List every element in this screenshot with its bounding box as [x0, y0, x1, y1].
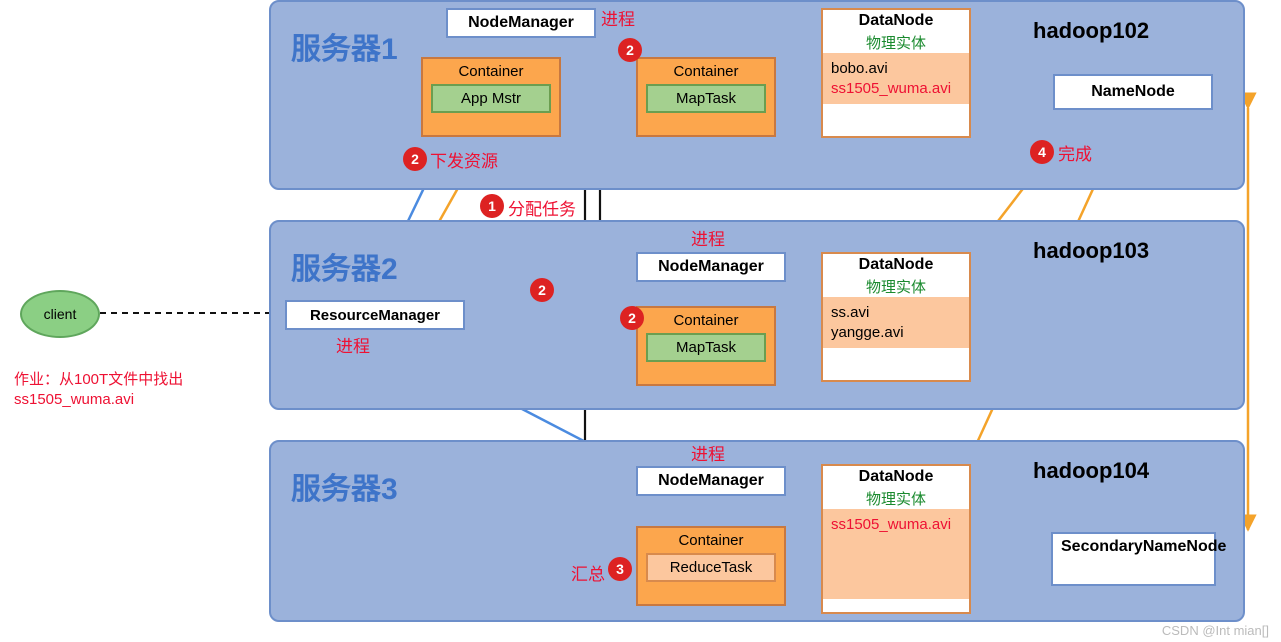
- server-2: 服务器2 ResourceManager 进程 NodeManager 进程 C…: [269, 220, 1245, 410]
- secondary-namenode: SecondaryNameNode: [1051, 532, 1216, 586]
- badge-4: 4: [1030, 140, 1054, 164]
- file: bobo.avi: [831, 59, 961, 79]
- watermark: CSDN @Int mian[]: [1162, 623, 1269, 638]
- nodemanager-2: NodeManager: [636, 252, 786, 282]
- container-maptask-1: Container MapTask: [636, 57, 776, 137]
- host-1: hadoop102: [1033, 18, 1149, 44]
- reduce-annot: 汇总: [571, 560, 605, 585]
- container-label: Container: [638, 308, 774, 333]
- badge-3: 3: [608, 557, 632, 581]
- server-1-title: 服务器1: [291, 24, 398, 68]
- container-label: Container: [638, 59, 774, 84]
- job-line2: ss1505_wuma.avi: [14, 390, 183, 410]
- datanode-body: bobo.avi ss1505_wuma.avi: [823, 53, 969, 104]
- nodemanager-1: NodeManager: [446, 8, 596, 38]
- datanode-label: DataNode: [823, 10, 969, 32]
- datanode-label: DataNode: [823, 466, 969, 488]
- reducetask: ReduceTask: [646, 553, 776, 582]
- container-appmstr: Container App Mstr: [421, 57, 561, 137]
- badge-2d: 2: [620, 306, 644, 330]
- maptask-2: MapTask: [646, 333, 766, 362]
- host-2: hadoop103: [1033, 238, 1149, 264]
- container-maptask-2: Container MapTask: [636, 306, 776, 386]
- datanode-label: DataNode: [823, 254, 969, 276]
- namenode: NameNode: [1053, 74, 1213, 110]
- file: ss1505_wuma.avi: [831, 79, 961, 99]
- nm1-annot: 进程: [601, 5, 635, 30]
- badge-2b: 2: [403, 147, 427, 171]
- datanode-body: ss.avi yangge.avi: [823, 297, 969, 348]
- datanode-sub: 物理实体: [823, 276, 969, 297]
- file: ss.avi: [831, 303, 961, 323]
- client-label: client: [44, 306, 77, 322]
- datanode-1: DataNode 物理实体 bobo.avi ss1505_wuma.avi: [821, 8, 971, 138]
- datanode-sub: 物理实体: [823, 488, 969, 509]
- job-description: 作业：从100T文件中找出 ss1505_wuma.avi: [14, 370, 183, 409]
- annot-4: 完成: [1058, 140, 1092, 165]
- container-label: Container: [638, 528, 784, 553]
- datanode-3: DataNode 物理实体 ss1505_wuma.avi: [821, 464, 971, 614]
- job-line1: 作业：从100T文件中找出: [14, 370, 183, 390]
- datanode-2: DataNode 物理实体 ss.avi yangge.avi: [821, 252, 971, 382]
- file: yangge.avi: [831, 323, 961, 343]
- host-3: hadoop104: [1033, 458, 1149, 484]
- container-label: Container: [423, 59, 559, 84]
- datanode-sub: 物理实体: [823, 32, 969, 53]
- resourcemanager: ResourceManager: [285, 300, 465, 330]
- nodemanager-3: NodeManager: [636, 466, 786, 496]
- annot-2b: 下发资源: [430, 147, 498, 172]
- file: ss1505_wuma.avi: [831, 515, 961, 535]
- rm-annot: 进程: [336, 332, 370, 357]
- nm3-annot: 进程: [691, 440, 725, 465]
- badge-2a: 2: [618, 38, 642, 62]
- badge-1: 1: [480, 194, 504, 218]
- datanode-body: ss1505_wuma.avi: [823, 509, 969, 599]
- nm2-annot: 进程: [691, 225, 725, 250]
- container-reducetask: Container ReduceTask: [636, 526, 786, 606]
- client-node: client: [20, 290, 100, 338]
- maptask-1: MapTask: [646, 84, 766, 113]
- server-2-title: 服务器2: [291, 244, 398, 288]
- app-mstr: App Mstr: [431, 84, 551, 113]
- server-3-title: 服务器3: [291, 464, 398, 508]
- annot-1: 分配任务: [508, 195, 576, 220]
- badge-2c: 2: [530, 278, 554, 302]
- server-3: 服务器3 NodeManager 进程 Container ReduceTask…: [269, 440, 1245, 622]
